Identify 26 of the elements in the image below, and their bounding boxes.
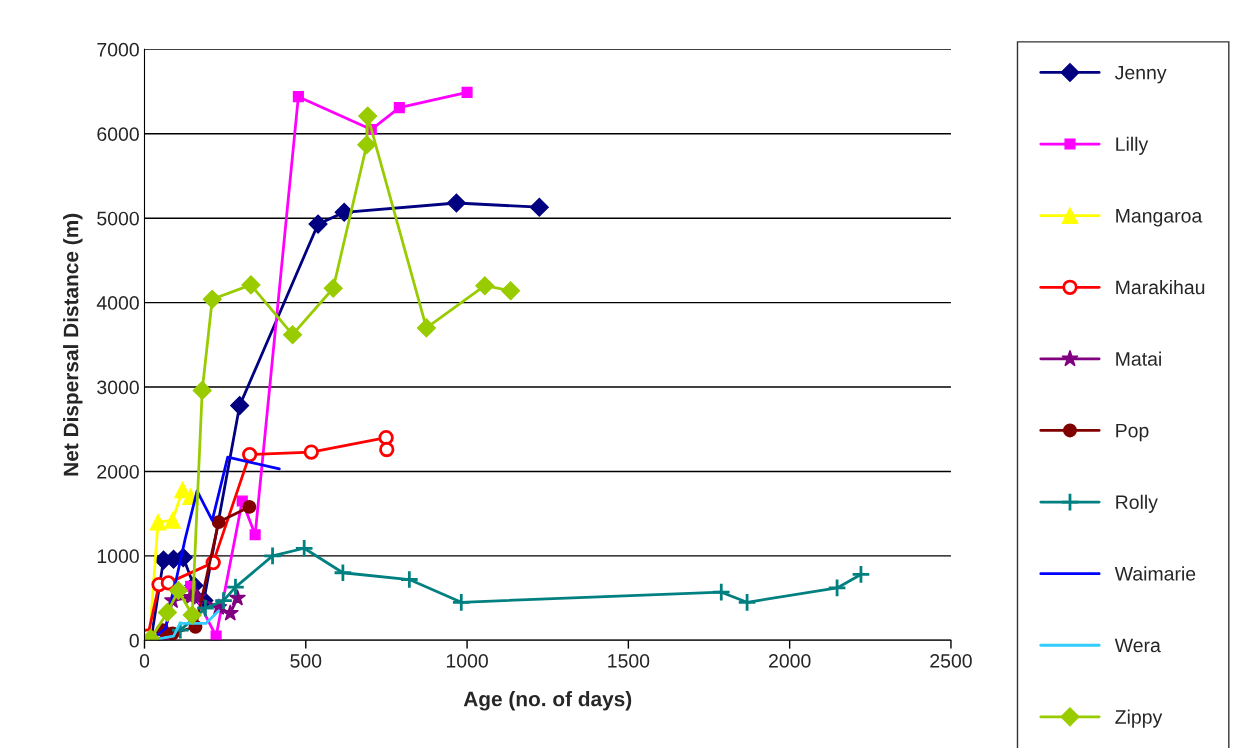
legend-label: Jenny: [1115, 65, 1167, 84]
legend-label: Waimarie: [1114, 566, 1196, 581]
y-tick-label: 4000: [96, 296, 139, 310]
y-tick-label: 7000: [97, 42, 139, 57]
legend-label: Lilly: [1116, 136, 1149, 155]
x-tick-label: 2000: [769, 654, 811, 668]
x-tick-label: 1000: [446, 654, 488, 668]
y-tick-label: 0: [129, 633, 139, 648]
legend-label: Zippy: [1115, 709, 1163, 728]
legend-label: Rolly: [1116, 494, 1158, 513]
y-tick-label: 1000: [97, 549, 139, 564]
x-tick-label: 500: [290, 654, 322, 668]
y-tick-label: 6000: [97, 127, 139, 142]
legend-label: Wera: [1114, 638, 1161, 653]
y-tick-label: 5000: [97, 211, 139, 226]
x-axis-title: Age (no. of days): [463, 691, 632, 711]
x-tick-label: 2500: [930, 654, 972, 668]
y-axis-title: Net Dispersal Distance (m): [63, 213, 83, 476]
legend-label: Marakihau: [1116, 279, 1205, 295]
y-tick-label: 3000: [97, 380, 139, 395]
legend-label: Pop: [1116, 423, 1149, 442]
x-tick-label: 1500: [608, 654, 650, 668]
y-tick-label: 2000: [97, 464, 139, 479]
x-tick-label: 0: [139, 654, 150, 668]
legend-label: Matai: [1116, 351, 1161, 366]
legend-label: Mangaroa: [1116, 209, 1203, 227]
